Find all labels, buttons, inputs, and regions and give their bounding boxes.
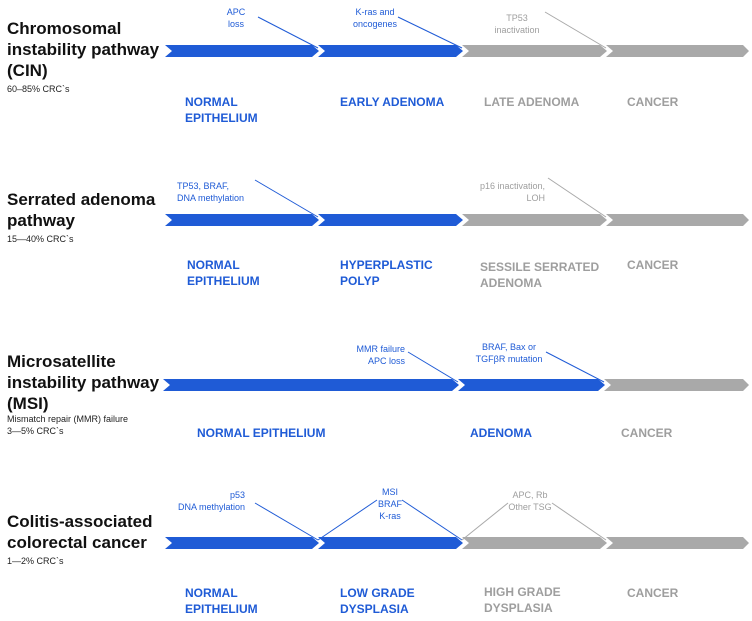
stage-adenoma: ADENOMA bbox=[470, 426, 532, 440]
msi-segment-2 bbox=[458, 379, 605, 391]
stage-early-adenoma: EARLY ADENOMA bbox=[340, 95, 445, 109]
stage-low-grade-dysplasia: LOW GRADE DYSPLASIA bbox=[340, 586, 415, 616]
serrated-pointer-p16 bbox=[547, 177, 607, 218]
cin-arrow-segments bbox=[165, 11, 749, 57]
serrated-segment-2 bbox=[318, 214, 463, 226]
stage-cancer: CANCER bbox=[627, 586, 679, 600]
cin-segment-4 bbox=[606, 45, 749, 57]
stage-late-adenoma: LATE ADENOMA bbox=[484, 95, 580, 109]
annotation-p16-loh: p16 inactivation, LOH bbox=[479, 181, 545, 203]
colitis-arrow-segments bbox=[165, 499, 749, 549]
colitis-pointer-apc-right bbox=[551, 502, 607, 541]
cin-pointer-tp53 bbox=[544, 11, 607, 49]
pathway-title: Colitis-associated colorectal cancer bbox=[7, 512, 153, 552]
annotation-braf-bax-tgfbr: BRAF, Bax or TGFβR mutation bbox=[475, 342, 543, 364]
annotation-p53-methylation: p53 DNA methylation bbox=[177, 490, 245, 512]
annotation-mmr-apc: MMR failure APC loss bbox=[356, 344, 405, 366]
stage-normal-epithelium: NORMAL EPITHELIUM bbox=[187, 258, 260, 288]
pathway-title: Serrated adenoma pathway bbox=[7, 190, 156, 230]
pathway-title: Chromosomal instability pathway (CIN) bbox=[7, 19, 160, 80]
serrated-segment-4 bbox=[606, 214, 749, 226]
msi-arrow-segments bbox=[163, 351, 749, 391]
stage-cancer: CANCER bbox=[627, 258, 679, 272]
stage-high-grade-dysplasia: HIGH GRADE DYSPLASIA bbox=[484, 585, 561, 615]
annotation-tp53-inactivation: TP53 inactivation bbox=[494, 13, 540, 35]
cin-segment-1 bbox=[165, 45, 319, 57]
colitis-segment-3 bbox=[462, 537, 607, 549]
pathway-subtitle: Mismatch repair (MMR) failure 3—5% CRC`s bbox=[7, 414, 129, 436]
msi-segment-1 bbox=[163, 379, 459, 391]
annotation-tp53-braf-methylation: TP53, BRAF, DNA methylation bbox=[177, 181, 245, 203]
msi-segment-3 bbox=[604, 379, 749, 391]
cin-segment-2 bbox=[318, 45, 463, 57]
pathway-subtitle: 1—2% CRC`s bbox=[7, 556, 64, 566]
colitis-pointer-apc-left bbox=[461, 502, 509, 541]
stage-cancer: CANCER bbox=[627, 95, 679, 109]
colitis-segment-1 bbox=[165, 537, 319, 549]
annotation-apc-loss: APC loss bbox=[226, 7, 246, 29]
cin-segment-3 bbox=[462, 45, 607, 57]
stage-sessile-serrated-adenoma: SESSILE SERRATED ADENOMA bbox=[480, 260, 600, 290]
stage-hyperplastic-polyp: HYPERPLASTIC POLYP bbox=[340, 258, 433, 288]
cin-pointer-kras bbox=[397, 16, 463, 49]
colitis-pointer-msi-left bbox=[317, 499, 378, 541]
pathway-subtitle: 60–85% CRC`s bbox=[7, 84, 70, 94]
annotation-msi-braf-kras: MSI BRAF K-ras bbox=[377, 487, 402, 521]
cin-pointer-apc bbox=[257, 16, 319, 49]
stage-normal-epithelium: NORMAL EPITHELIUM bbox=[197, 426, 326, 440]
stage-normal-epithelium: NORMAL EPITHELIUM bbox=[185, 586, 258, 616]
annotation-kras-oncogenes: K-ras and oncogenes bbox=[352, 7, 398, 29]
serrated-segment-1 bbox=[165, 214, 319, 226]
stage-normal-epithelium: NORMAL EPITHELIUM bbox=[185, 95, 258, 125]
pathway-title: Microsatellite instability pathway (MSI) bbox=[7, 352, 160, 413]
msi-pointer-mmr bbox=[407, 351, 459, 383]
colitis-segment-2 bbox=[318, 537, 463, 549]
colitis-pointer-p53 bbox=[254, 502, 319, 541]
stage-cancer: CANCER bbox=[621, 426, 673, 440]
serrated-segment-3 bbox=[462, 214, 607, 226]
colitis-segment-4 bbox=[606, 537, 749, 549]
serrated-arrow-segments bbox=[165, 177, 749, 226]
annotation-apc-rb-tsg: APC, Rb Other TSG bbox=[508, 490, 552, 512]
msi-pointer-braf bbox=[545, 351, 605, 383]
pathway-subtitle: 15—40% CRC`s bbox=[7, 234, 74, 244]
serrated-pointer-tp53 bbox=[254, 179, 319, 218]
colitis-pointer-msi-right bbox=[401, 499, 463, 541]
